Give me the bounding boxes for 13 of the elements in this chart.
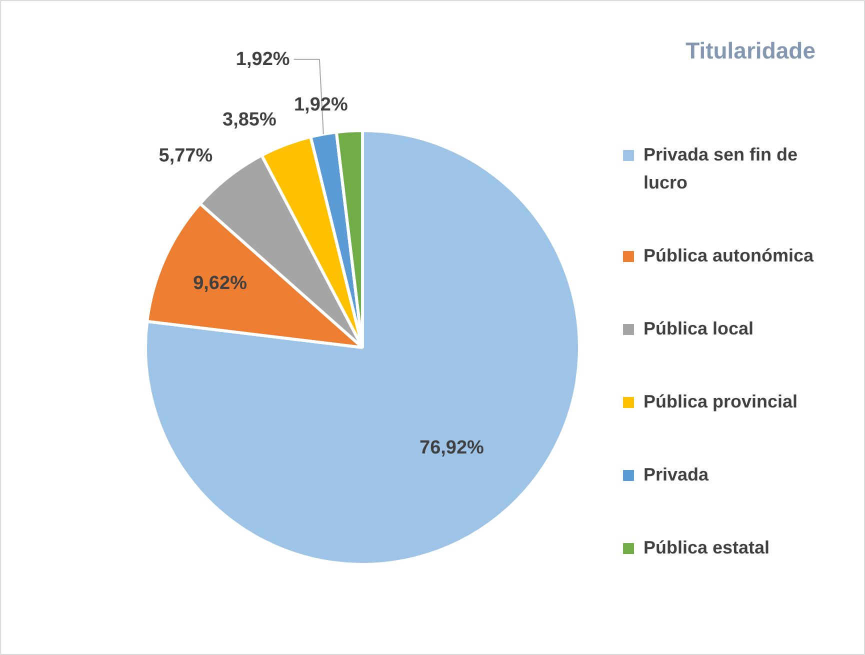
data-label: 1,92%: [236, 48, 290, 70]
chart-title: Titularidade: [686, 38, 816, 64]
legend-label: Pública autonómica: [644, 246, 815, 266]
legend-label: Pública provincial: [644, 392, 798, 412]
data-label: 76,92%: [420, 438, 484, 459]
data-label: 3,85%: [222, 110, 276, 131]
data-label: 1,92%: [294, 94, 348, 116]
legend-label: Pública estatal: [644, 538, 770, 558]
legend-label: Privada: [644, 464, 710, 484]
data-label: 5,77%: [158, 146, 213, 167]
legend-label: Pública local: [644, 318, 754, 338]
legend-label: Privada sen fin de lucro: [644, 144, 798, 192]
data-label: 9,62%: [193, 272, 248, 294]
